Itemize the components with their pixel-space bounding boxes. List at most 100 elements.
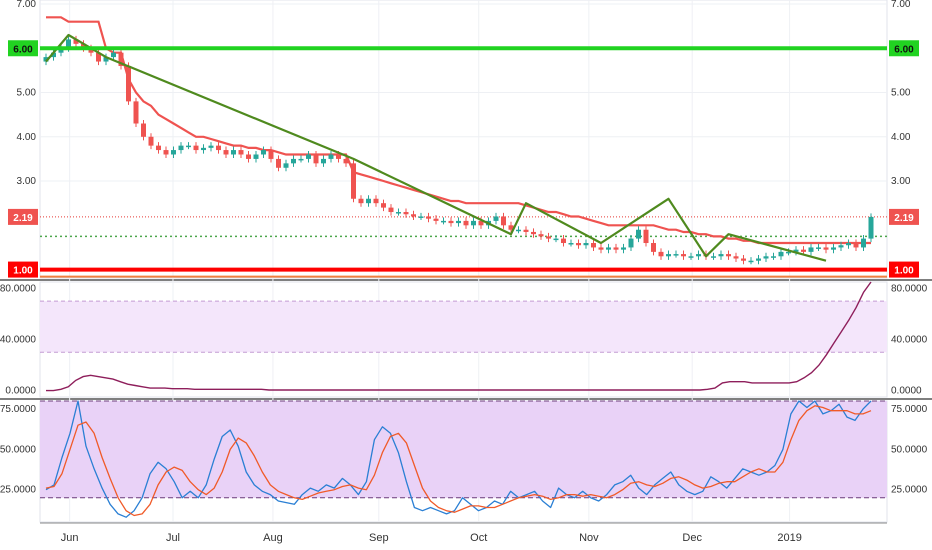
- candle-body: [306, 154, 311, 159]
- candle-body: [43, 57, 49, 62]
- candle-body: [141, 123, 146, 137]
- candle-body: [58, 48, 64, 53]
- candle-body: [628, 238, 634, 248]
- candle-body: [201, 147, 206, 151]
- candle-body: [118, 52, 124, 66]
- candle-body: [576, 243, 581, 246]
- candle-body: [771, 256, 776, 258]
- candle-body: [808, 247, 814, 252]
- level-tag-left: [8, 40, 38, 57]
- candle-body: [778, 251, 784, 257]
- candle-body: [96, 52, 101, 62]
- stop-line: [46, 16, 871, 245]
- stochastic-tick-right: 25.0000: [891, 485, 928, 496]
- candle-body: [186, 145, 191, 148]
- stochastic-band: [40, 401, 887, 498]
- candle-body: [598, 247, 604, 250]
- candle-body: [103, 57, 109, 62]
- indicator-tick-left: 40.0000: [0, 335, 36, 346]
- candle-body: [238, 150, 244, 155]
- candle-body: [321, 158, 326, 164]
- candle-body: [696, 254, 701, 257]
- candle-body: [433, 218, 439, 221]
- candle-body: [216, 145, 221, 151]
- candle-body: [861, 238, 866, 248]
- y-tick-label-left: 5.00: [17, 88, 37, 99]
- candle-body: [801, 249, 806, 252]
- y-tick-label-right: 4.00: [891, 132, 911, 143]
- y-tick-label-right: 3.00: [891, 176, 911, 187]
- candle-body: [133, 101, 139, 124]
- candle-body: [276, 158, 281, 168]
- candle-body: [711, 256, 716, 258]
- candle-body: [688, 256, 694, 258]
- candle-body: [448, 220, 454, 224]
- candle-body: [658, 251, 664, 257]
- candle-body: [613, 247, 619, 250]
- y-tick-label-right: 7.00: [891, 0, 911, 10]
- candle-body: [823, 247, 829, 250]
- level-tag-right: [889, 261, 919, 278]
- candle-body: [283, 163, 289, 168]
- indicator-tick-right: 0.0000: [891, 386, 922, 397]
- stochastic-line-1: [45, 405, 872, 517]
- candle-body: [231, 150, 236, 155]
- last-price-tag-label: 2.19: [13, 213, 33, 224]
- candle-body: [403, 212, 409, 215]
- candle-body: [763, 256, 769, 259]
- indicator-line: [46, 281, 872, 392]
- candle-body: [411, 214, 416, 217]
- candle-body: [313, 154, 319, 164]
- candle-body: [298, 158, 304, 161]
- indicator-tick-right: 40.0000: [891, 335, 928, 346]
- candle-body: [208, 145, 214, 148]
- indicator-band: [40, 301, 887, 353]
- candle-body: [501, 216, 506, 226]
- candle-body: [351, 163, 356, 199]
- candle-body: [156, 145, 161, 151]
- y-tick-label-left: 3.00: [17, 176, 37, 187]
- stochastic-tick-left: 25.0000: [0, 485, 36, 496]
- x-tick-label: Nov: [579, 532, 599, 544]
- level-tag-label: 6.00: [894, 44, 914, 55]
- candle-body: [538, 234, 544, 237]
- candle-body: [561, 238, 566, 244]
- candle-body: [606, 247, 611, 250]
- level-tag-label: 1.00: [894, 266, 914, 277]
- y-tick-label-right: 5.00: [891, 88, 911, 99]
- candle-body: [366, 198, 371, 204]
- candle-body: [163, 150, 169, 155]
- indicator-tick-left: 0.0000: [5, 386, 36, 397]
- candle-body: [508, 225, 514, 230]
- level-tag-left: [8, 261, 38, 278]
- candle-body: [126, 65, 131, 102]
- candle-body: [381, 203, 386, 208]
- candle-body: [651, 243, 656, 252]
- candle-body: [471, 220, 476, 226]
- candle-body: [718, 254, 724, 257]
- candle-body: [73, 39, 79, 44]
- candle-body: [583, 243, 589, 246]
- candle-body: [568, 243, 574, 245]
- last-price-tag-right: [889, 208, 919, 225]
- candle-body: [396, 212, 401, 214]
- candle-body: [756, 258, 761, 261]
- indicator-tick-right: 80.0000: [891, 283, 928, 294]
- candle-body: [523, 229, 529, 232]
- candle-body: [373, 198, 379, 204]
- candle-body: [193, 145, 199, 151]
- candle-body: [643, 229, 649, 244]
- x-tick-label: Dec: [682, 532, 702, 544]
- candle-body: [793, 249, 799, 252]
- candle-body: [838, 245, 844, 248]
- candle-body: [268, 150, 274, 159]
- x-tick-label: Sep: [369, 532, 389, 544]
- last-price-tag-left: [8, 208, 38, 225]
- x-tick-label: Oct: [470, 532, 487, 544]
- candle-body: [66, 39, 71, 49]
- candle-body: [726, 254, 731, 257]
- candle-body: [358, 198, 364, 204]
- candle-body: [553, 238, 559, 241]
- candle-body: [246, 154, 251, 159]
